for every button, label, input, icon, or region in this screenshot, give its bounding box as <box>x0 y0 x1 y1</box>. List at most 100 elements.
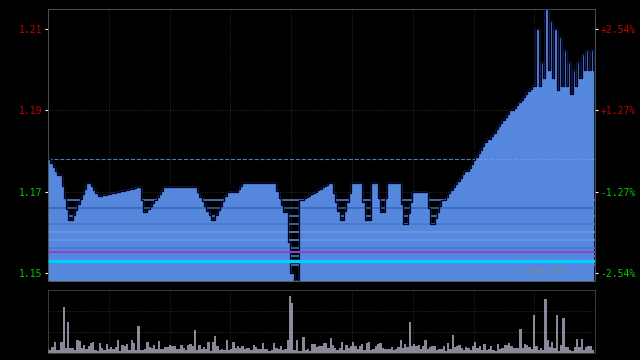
Bar <box>361 344 364 353</box>
Bar <box>169 345 172 353</box>
Bar <box>138 326 140 353</box>
Bar <box>355 346 356 353</box>
Bar <box>189 344 191 353</box>
Bar <box>538 350 540 353</box>
Bar <box>339 348 341 353</box>
Bar <box>346 345 348 353</box>
Bar <box>495 351 497 353</box>
Bar <box>377 344 380 353</box>
Bar <box>289 296 291 353</box>
Bar <box>88 346 90 353</box>
Bar <box>429 347 431 353</box>
Bar <box>483 344 486 353</box>
Bar <box>418 345 420 353</box>
Bar <box>305 350 307 353</box>
Bar <box>63 307 65 353</box>
Bar <box>585 347 588 353</box>
Bar <box>126 344 128 353</box>
Bar <box>110 347 113 353</box>
Bar <box>545 300 547 353</box>
Bar <box>76 340 79 353</box>
Bar <box>356 349 359 353</box>
Bar <box>312 344 314 353</box>
Bar <box>275 348 278 353</box>
Bar <box>97 351 99 353</box>
Bar <box>321 346 323 353</box>
Bar <box>576 339 579 353</box>
Bar <box>182 348 185 353</box>
Bar <box>524 345 526 353</box>
Bar <box>151 348 153 353</box>
Bar <box>380 343 381 353</box>
Bar <box>156 349 157 353</box>
Bar <box>477 348 479 353</box>
Bar <box>214 336 216 353</box>
Bar <box>511 346 513 353</box>
Bar <box>348 348 350 353</box>
Bar <box>79 341 81 353</box>
Bar <box>307 349 309 353</box>
Bar <box>440 349 443 353</box>
Bar <box>409 322 411 353</box>
Bar <box>230 349 232 353</box>
Bar <box>564 347 567 353</box>
Bar <box>278 349 280 353</box>
Bar <box>191 346 194 353</box>
Bar <box>431 346 433 353</box>
Bar <box>58 350 60 353</box>
Bar <box>497 345 499 353</box>
Bar <box>406 347 409 353</box>
Bar <box>343 351 346 353</box>
Bar <box>49 350 51 353</box>
Bar <box>330 338 332 353</box>
Bar <box>51 347 54 353</box>
Bar <box>547 340 549 353</box>
Bar <box>47 348 49 353</box>
Bar <box>332 345 334 353</box>
Bar <box>341 342 343 353</box>
Bar <box>336 350 339 353</box>
Bar <box>427 350 429 353</box>
Bar <box>445 351 447 353</box>
Bar <box>72 348 74 353</box>
Bar <box>364 350 365 353</box>
Bar <box>506 345 508 353</box>
Bar <box>94 350 97 353</box>
Bar <box>160 349 162 353</box>
Bar <box>569 350 572 353</box>
Bar <box>153 345 156 353</box>
Bar <box>122 345 124 353</box>
Bar <box>488 349 490 353</box>
Bar <box>148 347 151 353</box>
Bar <box>486 350 488 353</box>
Bar <box>273 343 275 353</box>
Bar <box>472 346 474 353</box>
Bar <box>404 344 406 353</box>
Bar <box>542 350 545 353</box>
Bar <box>268 351 271 353</box>
Bar <box>60 342 63 353</box>
Bar <box>531 349 533 353</box>
Bar <box>551 342 554 353</box>
Bar <box>291 303 293 353</box>
Bar <box>85 349 88 353</box>
Bar <box>470 351 472 353</box>
Bar <box>216 346 219 353</box>
Bar <box>196 351 198 353</box>
Bar <box>106 344 108 353</box>
Bar <box>433 346 436 353</box>
Bar <box>436 350 438 353</box>
Bar <box>540 348 542 353</box>
Bar <box>372 350 375 353</box>
Bar <box>390 347 393 353</box>
Bar <box>350 346 352 353</box>
Bar <box>115 347 117 353</box>
Bar <box>443 346 445 353</box>
Bar <box>221 349 223 353</box>
Bar <box>316 347 318 353</box>
Bar <box>452 335 454 353</box>
Bar <box>563 319 564 353</box>
Bar <box>481 350 483 353</box>
Bar <box>560 345 563 353</box>
Bar <box>203 347 205 353</box>
